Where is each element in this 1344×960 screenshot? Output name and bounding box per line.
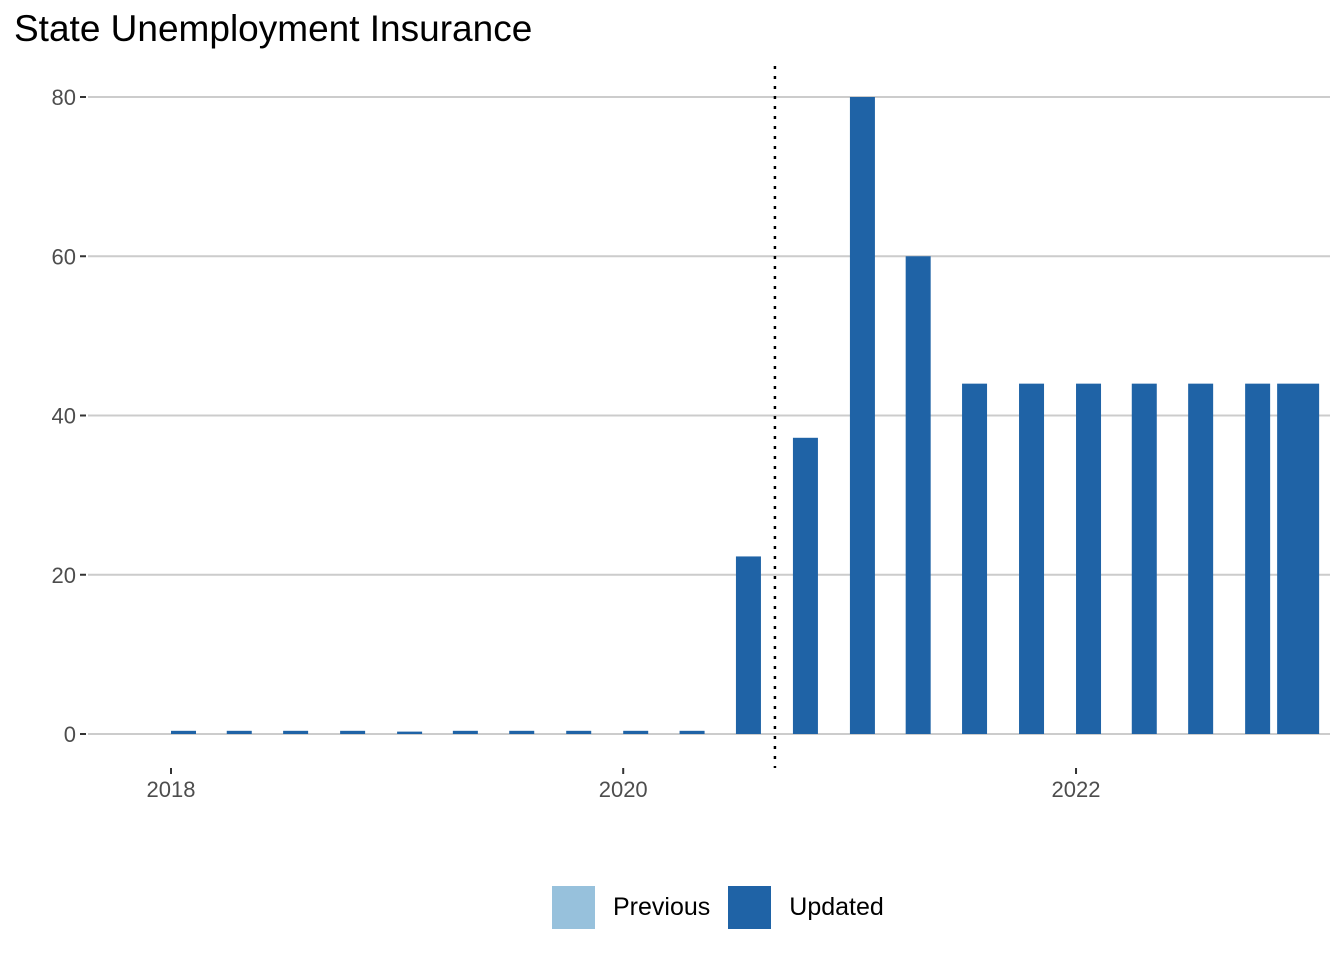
- bar-updated-2018-04-01: [226, 730, 252, 734]
- bar-updated-2019-04-01: [452, 730, 478, 734]
- bar-updated-2018-10-01: [340, 730, 366, 734]
- y-tick-label: 60: [52, 244, 76, 269]
- bar-updated-2022-01-01: [1076, 383, 1102, 734]
- bar-updated-2019-10-01: [566, 730, 592, 734]
- x-tick-label: 2022: [1052, 777, 1101, 802]
- bar-updated-2022-04-01: [1131, 383, 1157, 734]
- y-tick-label: 0: [64, 722, 76, 747]
- y-tick-label: 40: [52, 404, 76, 429]
- bar-updated-2021-10-01: [1019, 383, 1045, 734]
- bar-updated-2020-10-01: [792, 437, 818, 734]
- bar-updated-2020-04-01: [679, 730, 705, 734]
- legend: Previous Updated: [552, 886, 902, 929]
- chart-title: State Unemployment Insurance: [14, 8, 533, 49]
- legend-swatch-updated: [728, 886, 772, 929]
- bar-updated-2018-01-01: [171, 730, 197, 734]
- bar-updated-2021-07-01: [962, 383, 988, 734]
- bar-updated-2021-04-01: [905, 256, 931, 734]
- bar-updated-2022-07-01: [1188, 383, 1214, 734]
- bar-updated-2020-07-01: [735, 556, 761, 734]
- x-tick-label: 2018: [147, 777, 196, 802]
- bar-updated-2021-01-01: [849, 97, 875, 734]
- bar-updated-2022-10-01: [1245, 383, 1271, 734]
- legend-swatch-previous: [552, 886, 595, 929]
- legend-item-updated: Updated: [728, 886, 884, 929]
- legend-label-previous: Previous: [613, 893, 711, 921]
- bar-updated-2019-01-01: [397, 731, 423, 734]
- y-tick-label: 20: [52, 563, 76, 588]
- y-tick-label: 80: [52, 85, 76, 110]
- x-tick-label: 2020: [599, 777, 648, 802]
- bar-updated-2020-01-01: [623, 730, 649, 734]
- bar-updated-overlap: [1277, 383, 1320, 734]
- legend-item-previous: Previous: [552, 886, 710, 929]
- bar-updated-2019-07-01: [509, 730, 535, 734]
- legend-label-updated: Updated: [789, 893, 884, 921]
- bar-updated-2018-07-01: [283, 730, 309, 734]
